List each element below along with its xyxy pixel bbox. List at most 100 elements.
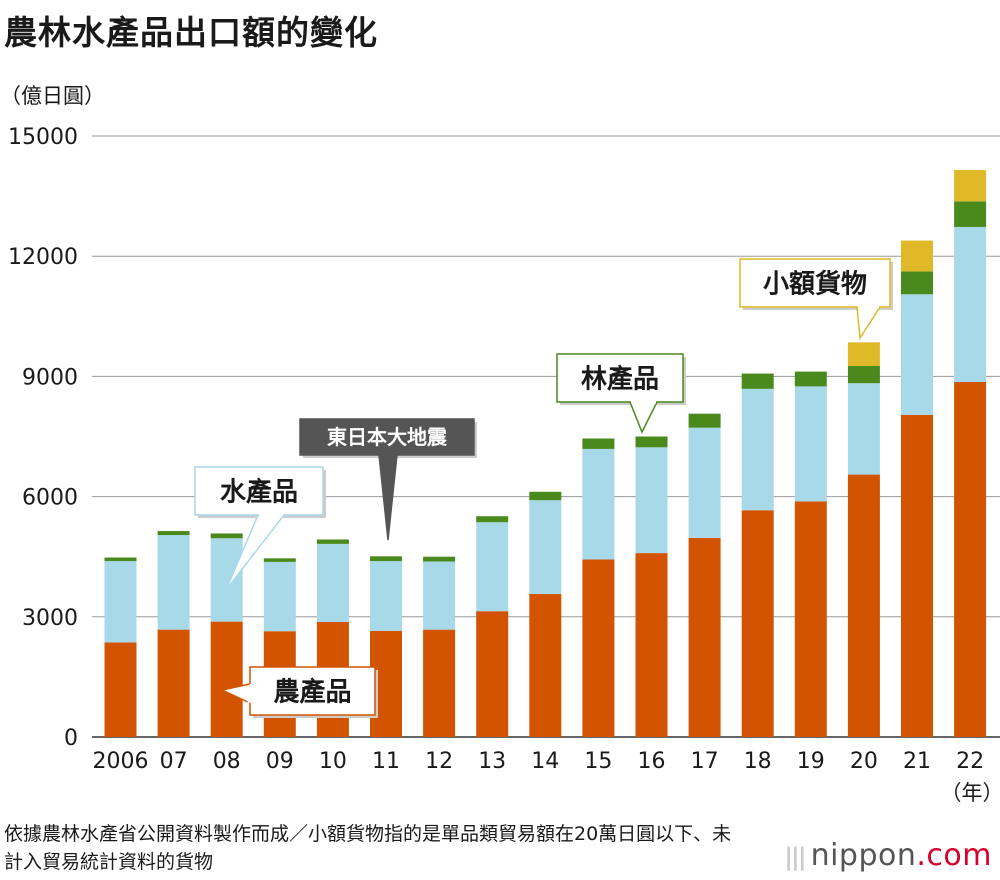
callout-earthquake-box — [299, 418, 475, 456]
callout-small-pointer — [856, 306, 882, 341]
bar-fish-13 — [476, 522, 509, 612]
bar-agri-20 — [847, 474, 880, 737]
bar-fish-19 — [794, 386, 827, 502]
callout-earthquake: 東日本大地震 — [299, 418, 477, 541]
bar-forest-09 — [263, 558, 296, 562]
bar-fish-14 — [529, 500, 562, 594]
bar-chart: 0 3000 6000 9000 12000 15000 2006 07 08 09 10 11 12… — [8, 125, 1000, 805]
bar-small-20 — [847, 342, 880, 366]
x-tick-label: 17 — [691, 749, 719, 774]
callout-small-text: 小額貨物 — [763, 268, 867, 299]
callout-forest: 林產品 — [556, 353, 686, 434]
bar-fish-15 — [582, 448, 615, 560]
bar-fish-16 — [635, 447, 668, 554]
bar-fish-10 — [316, 543, 349, 623]
x-tick-label: 2006 — [93, 749, 149, 774]
bar-forest-16 — [635, 436, 668, 448]
bar-agri-21 — [901, 414, 933, 737]
y-tick-label: 3000 — [22, 606, 78, 631]
bar-forest-14 — [529, 491, 562, 501]
y-tick-label: 12000 — [8, 245, 78, 270]
bar-agri-16 — [635, 553, 668, 737]
x-tick-label: 21 — [903, 749, 931, 774]
callout-agri-seam — [247, 683, 253, 704]
y-tick-label: 0 — [64, 726, 78, 751]
x-tick-label: 09 — [266, 749, 294, 774]
bar-fish-08 — [210, 538, 243, 622]
y-tick-label: 6000 — [22, 486, 78, 511]
x-tick-label: 22 — [956, 749, 984, 774]
bar-forest-18 — [741, 373, 774, 389]
x-tick-label: 15 — [584, 749, 612, 774]
bar-forest-10 — [316, 539, 349, 544]
callout-fish: 水產品 — [194, 466, 326, 591]
bar-forest-21 — [901, 271, 933, 295]
x-tick-label: 16 — [638, 749, 666, 774]
bar-agri-08 — [210, 621, 243, 737]
brand-suffix: .com — [916, 838, 992, 873]
callout-forest-text: 林產品 — [581, 363, 659, 394]
bar-agri-12 — [423, 629, 456, 737]
bar-forest-17 — [688, 413, 721, 428]
y-tick-label: 9000 — [22, 365, 78, 390]
callout-forest-box — [556, 353, 684, 403]
bar-small-22 — [954, 170, 987, 202]
bar-forest-2006 — [104, 557, 137, 562]
bar-agri-2006 — [104, 642, 137, 737]
y-tick-label: 15000 — [8, 125, 78, 150]
callout-small-box — [739, 258, 891, 308]
x-tick-label: 10 — [319, 749, 347, 774]
bar-fish-12 — [423, 561, 456, 630]
bar-forest-22 — [954, 201, 987, 227]
bar-fish-22 — [954, 226, 987, 383]
bar-forest-07 — [157, 531, 190, 536]
brand-mark-icon: ||| — [784, 843, 806, 871]
bar-fish-20 — [847, 383, 880, 475]
callout-small: 小額貨物 — [739, 258, 893, 341]
bar-fish-21 — [901, 294, 933, 415]
footnote: 依據農林水產省公開資料製作而成／小額貨物指的是單品類貿易額在20萬日圓以下、未計… — [4, 823, 732, 873]
bar-agri-07 — [157, 629, 190, 737]
bar-agri-13 — [476, 611, 509, 737]
bar-fish-18 — [741, 388, 774, 511]
bar-forest-15 — [582, 438, 615, 449]
bar-fish-17 — [688, 427, 721, 538]
brand-logo[interactable]: ||| nippon.com — [784, 838, 992, 873]
x-unit-label: （年） — [941, 781, 1000, 805]
bar-agri-22 — [954, 382, 987, 737]
callout-agri: 農產品 — [219, 666, 378, 718]
x-tick-label: 13 — [478, 749, 506, 774]
bar-agri-19 — [794, 501, 827, 737]
bar-small-21 — [901, 240, 933, 272]
callout-agri-box — [249, 666, 376, 716]
bar-forest-12 — [423, 556, 456, 562]
callout-fish-text: 水產品 — [220, 476, 298, 507]
bar-forest-13 — [476, 516, 509, 523]
x-tick-label: 08 — [213, 749, 241, 774]
chart-title: 農林水產品出口額的變化 — [4, 13, 378, 52]
brand-name: nippon — [810, 838, 917, 873]
x-tick-label: 12 — [425, 749, 453, 774]
y-unit-label: （億日圓） — [0, 84, 105, 108]
bar-agri-15 — [582, 559, 615, 737]
bar-fish-11 — [370, 561, 402, 631]
bar-forest-08 — [210, 533, 243, 539]
bar-fish-07 — [157, 535, 190, 630]
callout-agri-text: 農產品 — [273, 676, 351, 707]
x-tick-label: 11 — [372, 749, 400, 774]
callout-earthquake-text: 東日本大地震 — [327, 425, 448, 449]
bar-forest-11 — [370, 556, 402, 562]
x-tick-label: 20 — [850, 749, 878, 774]
bar-agri-14 — [529, 593, 562, 737]
bar-fish-2006 — [104, 561, 137, 643]
x-tick-label: 14 — [531, 749, 559, 774]
x-tick-label: 19 — [797, 749, 825, 774]
bar-fish-09 — [263, 561, 296, 632]
bar-forest-20 — [847, 365, 880, 384]
bar-forest-19 — [794, 371, 827, 387]
bar-agri-17 — [688, 537, 721, 737]
x-tick-label: 07 — [160, 749, 188, 774]
bar-agri-18 — [741, 510, 774, 737]
callout-earthquake-pointer — [378, 454, 398, 541]
x-tick-label: 18 — [744, 749, 772, 774]
